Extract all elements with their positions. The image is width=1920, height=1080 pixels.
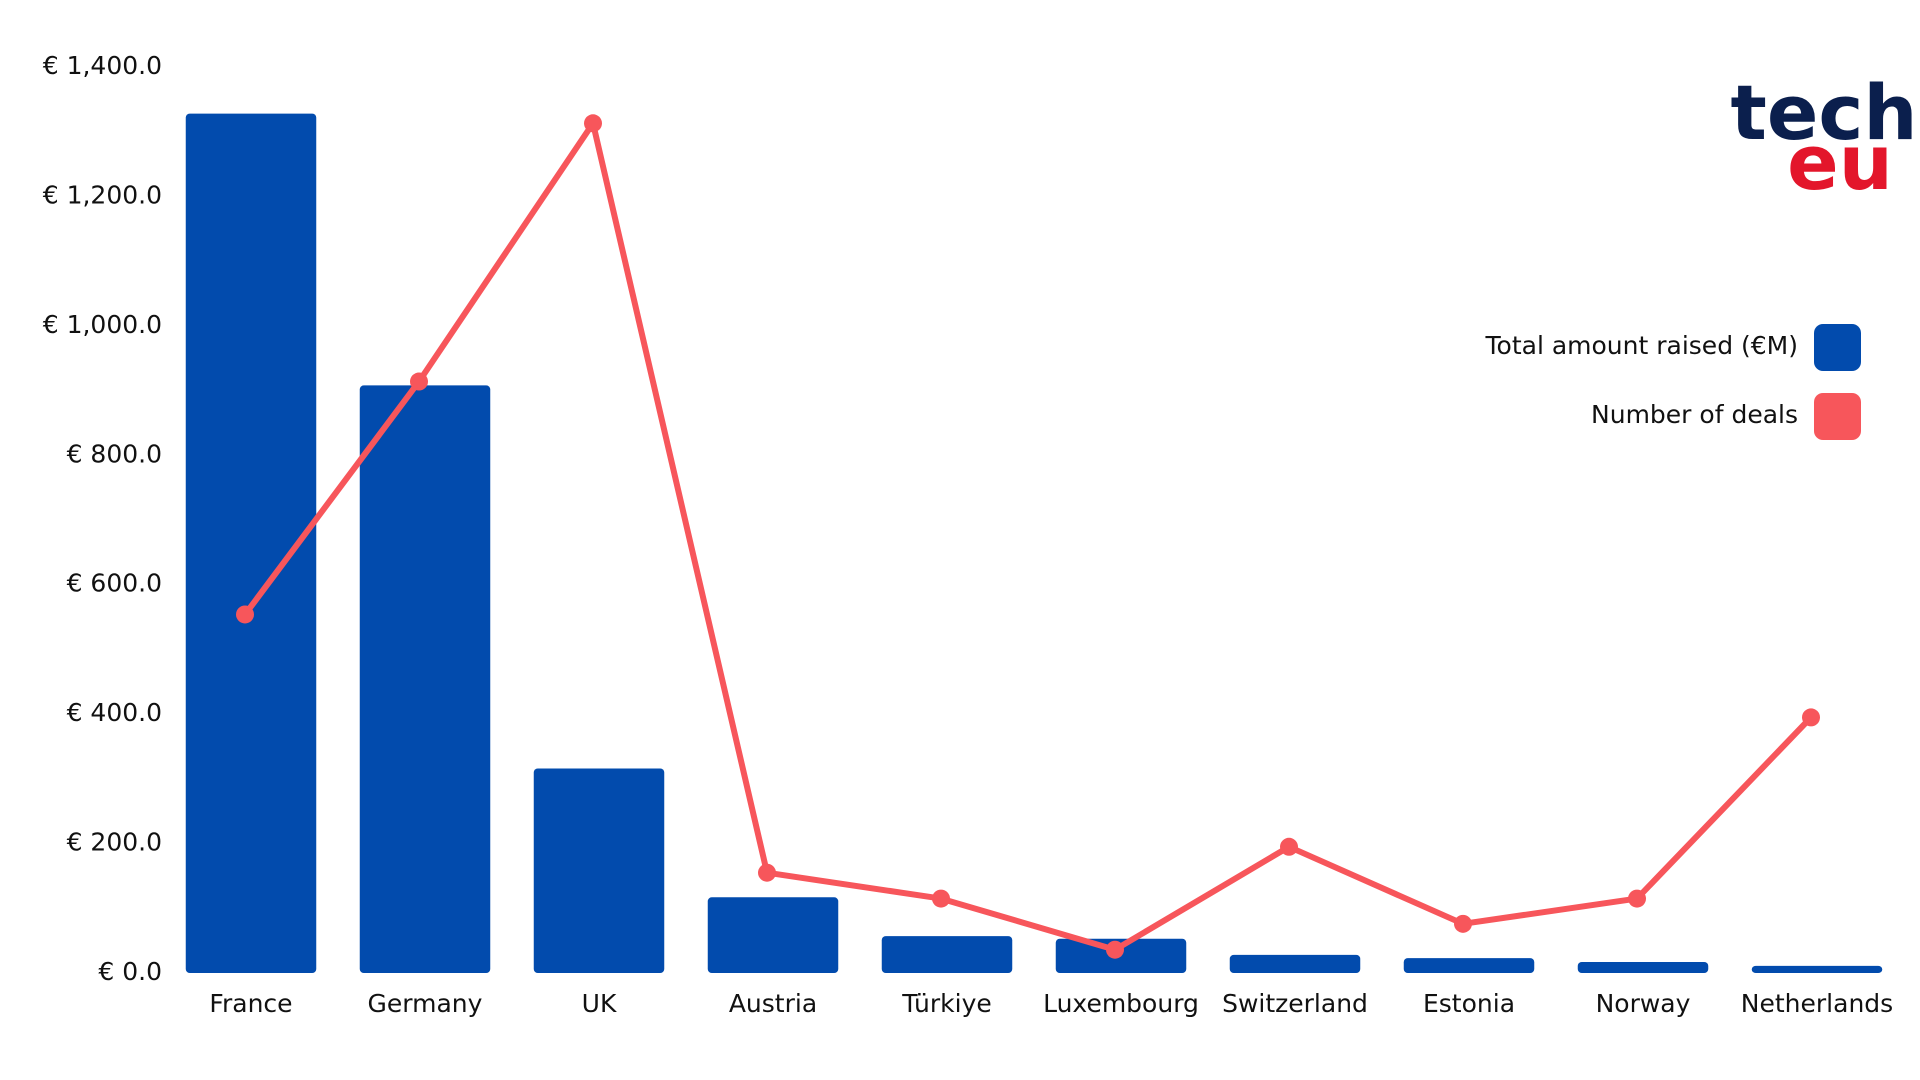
legend-swatch: [1814, 324, 1861, 371]
line-marker: [1628, 889, 1646, 908]
x-tick-label: Germany: [368, 989, 483, 1018]
x-tick-label: Luxembourg: [1043, 989, 1199, 1018]
line-marker: [410, 372, 428, 391]
x-tick-label: France: [209, 989, 292, 1018]
line-marker: [236, 605, 254, 624]
bar: [1751, 965, 1883, 973]
line-marker: [1454, 914, 1472, 933]
bar: [707, 897, 839, 973]
y-tick-label: € 1,400.0: [43, 51, 162, 80]
y-tick-label: € 600.0: [67, 569, 162, 598]
line-marker: [584, 114, 602, 133]
logo-tech: tech: [1730, 68, 1917, 157]
y-tick-label: € 0.0: [98, 957, 162, 986]
x-tick-label: Switzerland: [1222, 989, 1368, 1018]
bar: [359, 385, 491, 973]
legend-swatch: [1814, 393, 1861, 440]
line: [242, 120, 1814, 953]
bar: [185, 113, 317, 973]
legend-label: Total amount raised (€M): [1485, 331, 1799, 360]
y-tick-label: € 800.0: [67, 439, 162, 468]
x-tick-label: Norway: [1596, 989, 1691, 1018]
legend-label: Number of deals: [1591, 400, 1798, 429]
bar: [1577, 961, 1709, 973]
bar: [533, 768, 665, 973]
line-marker: [758, 863, 776, 882]
x-tick-label: Netherlands: [1741, 989, 1893, 1018]
y-tick-label: € 200.0: [67, 828, 162, 857]
x-tick-label: Estonia: [1423, 989, 1515, 1018]
bar: [1229, 954, 1361, 973]
line-marker: [1280, 837, 1298, 856]
line-marker: [1106, 940, 1124, 959]
bar: [1403, 958, 1535, 973]
x-tick-label: UK: [582, 989, 617, 1018]
y-tick-label: € 1,200.0: [43, 180, 162, 209]
bar: [881, 936, 1013, 973]
x-tick-label: Türkiye: [901, 989, 992, 1018]
x-tick-label: Austria: [729, 989, 817, 1018]
y-tick-label: € 400.0: [67, 698, 162, 727]
line-marker: [1802, 708, 1820, 727]
y-tick-label: € 1,000.0: [43, 310, 162, 339]
logo-eu: eu: [1787, 118, 1893, 207]
line-marker: [932, 889, 950, 908]
